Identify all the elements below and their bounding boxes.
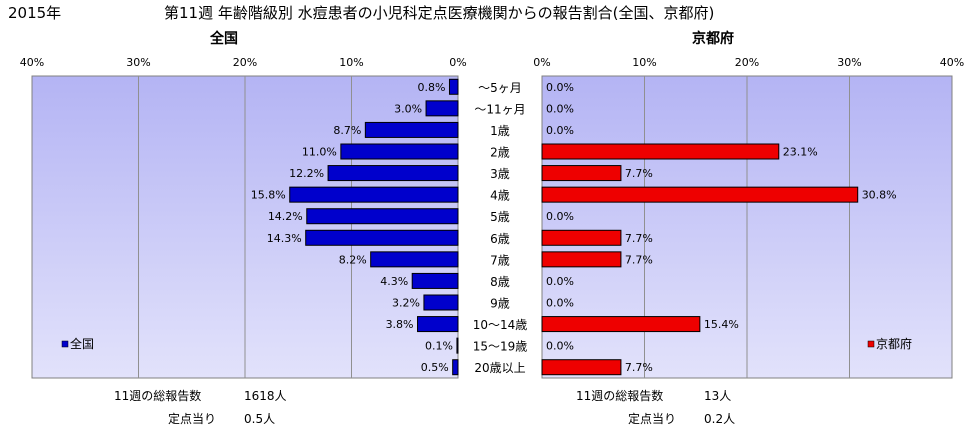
national-data-label: 14.2%: [268, 210, 303, 223]
kyoto-data-label: 23.1%: [783, 146, 818, 159]
kyoto-bar: [541, 316, 701, 333]
national-bar: [423, 294, 459, 311]
national-bar: [289, 186, 459, 203]
national-bar: [305, 229, 459, 246]
national-bar: [411, 272, 459, 289]
national-tick-label: 40%: [20, 56, 44, 69]
national-data-label: 12.2%: [289, 167, 324, 180]
national-bar: [448, 78, 459, 95]
national-legend-swatch: [61, 340, 69, 348]
national-bar: [452, 359, 459, 376]
national-tick-label: 0%: [449, 56, 466, 69]
national-data-label: 3.2%: [392, 297, 420, 310]
national-data-label: 15.8%: [251, 189, 286, 202]
national-data-label: 3.8%: [386, 318, 414, 331]
kyoto-data-label: 0.0%: [546, 340, 574, 353]
national-bar: [327, 165, 459, 182]
kyoto-bar: [541, 251, 622, 268]
age-category-label: 5歳: [490, 210, 510, 224]
kyoto-bar: [541, 143, 780, 160]
age-category-label: 10～14歳: [473, 318, 528, 332]
kyoto-bar: [541, 186, 859, 203]
national-data-label: 14.3%: [267, 232, 302, 245]
national-total-value: 1618人: [244, 389, 287, 403]
year-label: 2015年: [8, 4, 62, 22]
kyoto-tick-label: 40%: [940, 56, 964, 69]
national-tick-label: 20%: [233, 56, 257, 69]
national-total-label: 11週の総報告数: [114, 389, 202, 403]
kyoto-data-label: 0.0%: [546, 81, 574, 94]
national-data-label: 11.0%: [302, 146, 337, 159]
national-data-label: 8.7%: [333, 124, 361, 137]
kyoto-bar: [541, 359, 622, 376]
kyoto-chart-title: 京都府: [692, 31, 734, 47]
age-category-label: 20歳以上: [474, 361, 525, 375]
national-legend-label: 全国: [70, 336, 94, 351]
national-data-label: 0.8%: [418, 81, 446, 94]
age-category-label: 2歳: [490, 146, 510, 160]
kyoto-tick-label: 30%: [837, 56, 861, 69]
national-bar: [456, 337, 459, 354]
kyoto-bar: [541, 229, 622, 246]
kyoto-tick-label: 0%: [533, 56, 550, 69]
national-data-label: 0.1%: [425, 340, 453, 353]
age-category-label: 15～19歳: [473, 340, 528, 354]
kyoto-data-label: 15.4%: [704, 318, 739, 331]
national-data-label: 3.0%: [394, 102, 422, 115]
age-category-label: ～5ヶ月: [478, 81, 522, 95]
age-category-label: 7歳: [490, 253, 510, 267]
kyoto-data-label: 0.0%: [546, 210, 574, 223]
kyoto-total-value: 13人: [704, 389, 732, 403]
national-bar: [425, 100, 459, 117]
kyoto-data-label: 30.8%: [862, 189, 897, 202]
national-data-label: 4.3%: [380, 275, 408, 288]
national-bar: [364, 121, 459, 138]
national-chart-title: 全国: [210, 31, 238, 47]
kyoto-data-label: 7.7%: [625, 232, 653, 245]
national-per-label: 定点当り: [168, 412, 217, 426]
age-category-label: 9歳: [490, 297, 510, 311]
kyoto-data-label: 7.7%: [625, 167, 653, 180]
age-category-label: 6歳: [490, 232, 510, 246]
kyoto-data-label: 0.0%: [546, 297, 574, 310]
national-tick-label: 10%: [339, 56, 363, 69]
national-per-value: 0.5人: [244, 412, 276, 426]
kyoto-legend-swatch: [867, 340, 875, 348]
age-category-label: ～11ヶ月: [474, 102, 525, 116]
age-category-label: 8歳: [490, 275, 510, 289]
age-category-label: 4歳: [490, 189, 510, 203]
kyoto-tick-label: 20%: [735, 56, 759, 69]
kyoto-bar: [541, 165, 622, 182]
kyoto-chart: 0% 10% 20% 30% 40% 0.0% 0.0% 0.0% 23.1% 7.7% 30.8%…: [533, 56, 964, 379]
kyoto-tick-label: 10%: [632, 56, 656, 69]
kyoto-data-label: 0.0%: [546, 102, 574, 115]
age-category-label: 1歳: [490, 124, 510, 138]
national-bar: [370, 251, 459, 268]
national-chart: 40% 30% 20% 10% 0%0.8% 3.0% 8.7% 11.0% 12.2%15.8…: [20, 56, 467, 379]
national-tick-label: 30%: [126, 56, 150, 69]
kyoto-data-label: 7.7%: [625, 361, 653, 374]
kyoto-data-label: 7.7%: [625, 253, 653, 266]
kyoto-data-label: 0.0%: [546, 275, 574, 288]
kyoto-data-label: 0.0%: [546, 124, 574, 137]
kyoto-per-value: 0.2人: [704, 412, 736, 426]
kyoto-per-label: 定点当り: [628, 412, 677, 426]
national-data-label: 0.5%: [421, 361, 449, 374]
national-bar: [306, 208, 459, 225]
category-labels: ～5ヶ月 ～11ヶ月 1歳 2歳 3歳 4歳 5歳 6歳 7歳 8歳 9歳 10～14歳 15～19歳 2…: [473, 81, 528, 375]
kyoto-legend-label: 京都府: [876, 336, 912, 351]
kyoto-total-label: 11週の総報告数: [576, 389, 664, 403]
chart-title: 第11週 年齢階級別 水痘患者の小児科定点医療機関からの報告割合(全国、京都府): [164, 4, 715, 22]
national-data-label: 8.2%: [339, 253, 367, 266]
national-bar: [340, 143, 459, 160]
age-category-label: 3歳: [490, 167, 510, 181]
national-bar: [417, 316, 459, 333]
